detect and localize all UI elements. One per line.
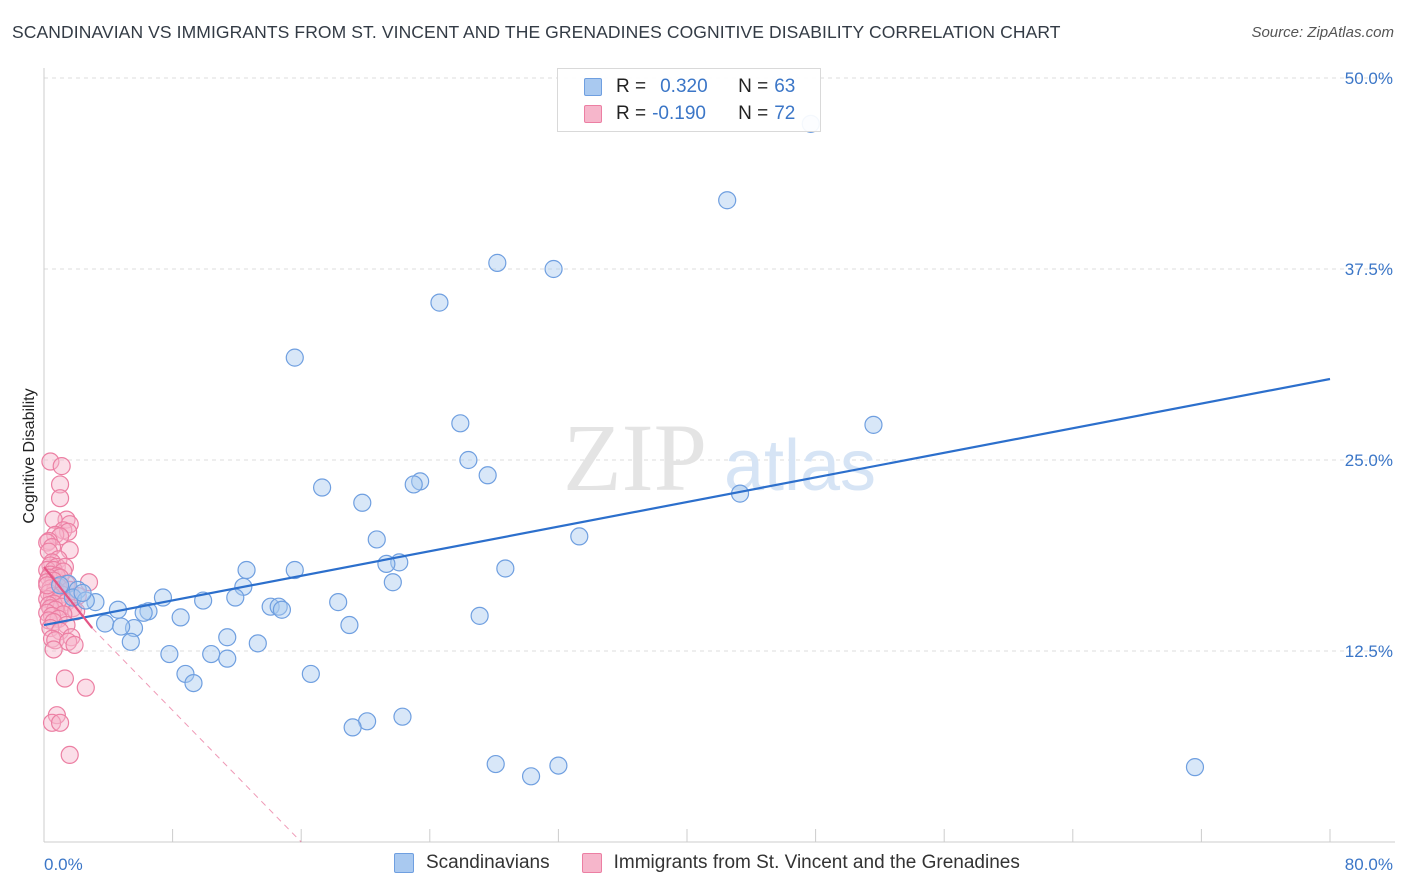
scandinavians-point (269, 597, 288, 616)
immigrants-point (41, 452, 60, 471)
scandinavians-point (470, 606, 489, 625)
legend-n-value: 63 (774, 76, 796, 97)
legend-swatch-immigrants (581, 853, 602, 873)
immigrants-trend-line (43, 566, 94, 629)
scandinavians-point (121, 632, 140, 651)
scandinavians-point (1185, 758, 1205, 777)
immigrants-trend-extension (91, 627, 302, 843)
scandinavians-points (50, 114, 1205, 786)
trend-lines (43, 377, 1331, 843)
immigrants-point (52, 457, 71, 476)
scandinavians-point (570, 527, 589, 546)
scandinavians-point (544, 259, 563, 279)
immigrants-point (39, 542, 58, 561)
immigrants-point (38, 576, 57, 595)
scandinavians-point (248, 634, 267, 653)
immigrants-point (65, 635, 84, 654)
legend-r-value: 0.320 (660, 76, 708, 97)
scandinavians-point (459, 450, 478, 470)
correlation-legend: R = 0.320 N = 63 R = -0.190 N = 72 (557, 68, 821, 132)
x-tick-label-max: 80.0% (1345, 855, 1393, 874)
y-tick-label: 25.0% (1345, 451, 1393, 470)
scandinavians-point (521, 767, 541, 786)
immigrants-point (50, 489, 70, 508)
immigrants-point (50, 475, 70, 494)
y-tick-label: 37.5% (1345, 260, 1393, 279)
scandinavians-point (237, 560, 256, 580)
legend-label-immigrants: Immigrants from St. Vincent and the Gren… (613, 852, 1020, 873)
legend-r-label: R = (616, 76, 647, 97)
legend-r-label: R = (616, 103, 647, 124)
legend-n-label: N = (738, 76, 769, 97)
legend-label-scandinavians: Scandinavians (426, 852, 550, 873)
scandinavians-point (488, 253, 507, 272)
immigrants-point (38, 603, 57, 622)
scandinavians-point (171, 608, 190, 627)
scandinavians-trend-line (43, 377, 1331, 627)
x-tick-label-min: 0.0% (44, 855, 83, 874)
scandinavians-point (272, 600, 292, 619)
legend-swatch-blue (584, 78, 602, 96)
immigrants-point (76, 678, 95, 697)
y-tick-label: 12.5% (1345, 642, 1393, 661)
scandinavians-point (451, 414, 470, 433)
scandinavians-point (367, 530, 386, 549)
legend-row-scandinavians: R = 0.320 N = 63 (584, 76, 795, 98)
legend-swatch-pink (584, 105, 602, 123)
scandinavians-point (285, 348, 304, 367)
immigrants-point (50, 713, 70, 732)
scandinavians-point (430, 293, 449, 312)
scandinavians-point (160, 644, 179, 664)
scandinavians-point (383, 573, 402, 592)
scandinavians-point (478, 466, 497, 485)
source-credit: Source: ZipAtlas.com (1251, 24, 1394, 41)
scandinavians-point (343, 718, 362, 737)
watermark-atlas: atlas (724, 426, 876, 506)
scandinavians-point (549, 756, 568, 775)
legend-n-value: 72 (774, 103, 796, 124)
scandinavians-point (134, 603, 153, 622)
legend-n-label: N = (738, 103, 769, 124)
chart-title: SCANDINAVIAN VS IMMIGRANTS FROM ST. VINC… (12, 22, 1061, 42)
scandinavians-point (184, 673, 203, 693)
scandinavians-point (218, 649, 237, 668)
scandinavians-point (218, 628, 237, 647)
watermark-zip: ZIP (563, 404, 707, 511)
axes (43, 68, 1395, 843)
scandinavians-point (496, 559, 515, 578)
scandinavians-point (718, 191, 737, 210)
immigrants-point (55, 669, 74, 688)
watermark: ZIP atlas (563, 404, 876, 511)
scandinavians-point (312, 478, 332, 497)
y-tick-label: 50.0% (1345, 69, 1393, 88)
scandinavians-point (864, 415, 883, 434)
scandinavians-point (301, 664, 320, 684)
scandinavians-point (226, 588, 245, 607)
scandinavians-point (353, 493, 372, 512)
series-legend: Scandinavians Immigrants from St. Vincen… (394, 852, 1020, 874)
legend-r-value: -0.190 (652, 103, 706, 124)
scandinavians-point (285, 560, 304, 580)
legend-swatch-scandinavians (394, 853, 414, 873)
immigrants-point (60, 745, 79, 765)
scandinavians-point (486, 754, 505, 774)
immigrants-point (44, 640, 63, 659)
scandinavians-point (329, 593, 348, 612)
scandinavians-point (393, 707, 412, 726)
legend-row-immigrants: R = -0.190 N = 72 (584, 103, 795, 125)
scandinavians-point (112, 617, 131, 636)
scandinavians-point (340, 615, 359, 635)
tick-labels: 12.5% 25.0% 37.5% 50.0% 0.0% 80.0% (44, 69, 1393, 874)
scandinavians-point (202, 644, 221, 664)
scandinavians-point (73, 583, 92, 603)
scandinavians-point (95, 614, 115, 633)
scandinavians-point (404, 475, 423, 494)
